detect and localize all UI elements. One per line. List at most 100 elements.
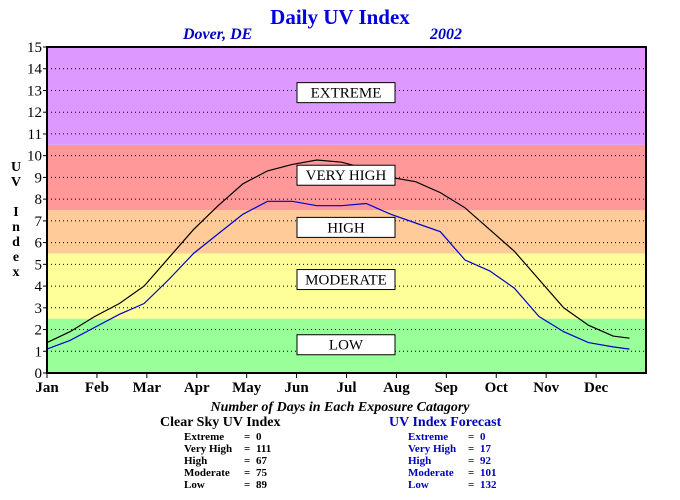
band-label-box: [296, 334, 396, 356]
summary-row-value: 111: [256, 443, 272, 455]
y-tick-label: 7: [35, 214, 43, 230]
x-tick-label: Dec: [584, 380, 608, 396]
summary-row-equals: =: [244, 455, 251, 467]
y-tick-label: 2: [35, 323, 43, 339]
summary-row-equals: =: [244, 431, 251, 443]
summary-row: Extreme = 0: [184, 431, 280, 443]
band-label-box: [296, 164, 396, 186]
y-axis-label-char: I: [13, 205, 19, 220]
y-tick-label: 9: [35, 170, 43, 186]
summary-row: Extreme = 0: [408, 431, 501, 443]
summary-row-label: Moderate: [184, 467, 230, 479]
x-tick-label: Jan: [35, 380, 59, 396]
summary-row-equals: =: [244, 479, 251, 491]
x-tick-label: Apr: [184, 380, 210, 396]
summary-row: Very High = 17: [408, 443, 501, 455]
summary-row-value: 92: [480, 455, 491, 467]
y-tick-label: 12: [27, 105, 42, 121]
y-axis-label-char: x: [12, 265, 20, 280]
summary-title: Number of Days in Each Exposure Catagory: [210, 400, 470, 415]
y-tick-label: 10: [27, 149, 42, 165]
x-tick-label: Feb: [85, 380, 109, 396]
x-tick-label: Nov: [533, 380, 559, 396]
summary-row-label: High: [408, 455, 432, 467]
clear-sky-rows: Extreme = 0 Very High = 111 High = 67 Moderate = 75…: [160, 431, 280, 491]
summary-row: High = 92: [408, 455, 501, 467]
x-tick-label: Jun: [284, 380, 309, 396]
x-tick-label: Aug: [383, 380, 410, 396]
y-axis-label-space: [9, 190, 23, 205]
x-tick-label: Oct: [485, 380, 508, 396]
chart-location: Dover, DE: [183, 26, 253, 43]
band-labels: EXTREME VERY HIGH HIGH MODERATE LOW: [296, 82, 396, 356]
summary-row: High = 67: [184, 455, 280, 467]
y-tick-label: 8: [35, 192, 43, 208]
y-tick-label: 5: [35, 257, 43, 273]
summary-row-equals: =: [468, 455, 475, 467]
chart-title: Daily UV Index: [270, 5, 410, 29]
forecast-rows: Extreme = 0 Very High = 17 High = 92 Moderate = 101…: [389, 431, 501, 491]
summary-row: Low = 89: [184, 479, 280, 491]
chart-year: 2002: [430, 26, 462, 43]
band-label-text: MODERATE: [305, 273, 387, 289]
summary-row-value: 17: [480, 443, 491, 455]
summary-row-label: Moderate: [408, 467, 454, 479]
forecast-heading: UV Index Forecast: [389, 415, 502, 430]
summary-row-equals: =: [468, 479, 475, 491]
band-label-box: [296, 269, 396, 291]
band-label-text: VERY HIGH: [306, 168, 387, 184]
summary-row-equals: =: [468, 467, 475, 479]
band-label-text: EXTREME: [311, 86, 382, 102]
plot-frame: [46, 46, 647, 374]
summary-row-label: Low: [408, 479, 429, 491]
summary-row-value: 0: [256, 431, 262, 443]
band-label-text: LOW: [329, 338, 364, 354]
x-tick-label: Jul: [336, 380, 356, 396]
summary-row-label: Very High: [184, 443, 233, 455]
x-tick-label: May: [232, 380, 262, 396]
clear-sky-table: Clear Sky UV Index Extreme = 0 Very High = 11…: [160, 415, 280, 491]
summary-row-label: Low: [184, 479, 205, 491]
series-line-0: [46, 159, 630, 344]
y-tick-label: 1: [35, 344, 43, 360]
summary-row: Moderate = 101: [408, 467, 501, 479]
y-axis-label-char: n: [12, 220, 20, 235]
band-label-box: [296, 216, 396, 238]
y-tick-label: 6: [35, 236, 43, 252]
series-lines: [46, 159, 630, 350]
series-line-1: [46, 200, 630, 350]
summary-row-value: 67: [256, 455, 267, 467]
summary-row-label: Extreme: [408, 431, 449, 443]
y-tick-label: 4: [35, 279, 43, 295]
y-tick-label: 13: [27, 83, 42, 99]
y-axis-label-char: d: [12, 235, 20, 250]
summary-row: Moderate = 75: [184, 467, 280, 479]
y-tick-label: 0: [35, 366, 43, 382]
summary-row-value: 101: [480, 467, 497, 479]
x-axis: Jan Feb Mar Apr May Jun Jul Aug Sep Oct Nov Dec: [35, 373, 608, 396]
y-tick-label: 15: [27, 40, 42, 56]
summary-row-label: Very High: [408, 443, 457, 455]
summary-row-label: Extreme: [184, 431, 225, 443]
band-label-box: [296, 82, 396, 104]
y-axis-label-char: e: [12, 250, 20, 265]
summary-row-equals: =: [468, 443, 475, 455]
summary-row-label: High: [184, 455, 208, 467]
y-tick-label: 11: [28, 127, 42, 143]
y-tick-label: 14: [27, 62, 43, 78]
summary-row-value: 89: [256, 479, 267, 491]
band-label-text: HIGH: [327, 220, 365, 236]
y-axis-label-char: V: [10, 175, 22, 190]
forecast-table: UV Index Forecast Extreme = 0 Very High = 17 H…: [389, 415, 501, 491]
summary-row-equals: =: [244, 467, 251, 479]
summary-row: Very High = 111: [184, 443, 280, 455]
summary-row-value: 132: [480, 479, 497, 491]
y-tick-label: 3: [35, 301, 43, 317]
y-axis-label-char: U: [10, 160, 22, 175]
summary-row: Low = 132: [408, 479, 501, 491]
summary-row-equals: =: [244, 443, 251, 455]
summary-row-value: 75: [256, 467, 267, 479]
